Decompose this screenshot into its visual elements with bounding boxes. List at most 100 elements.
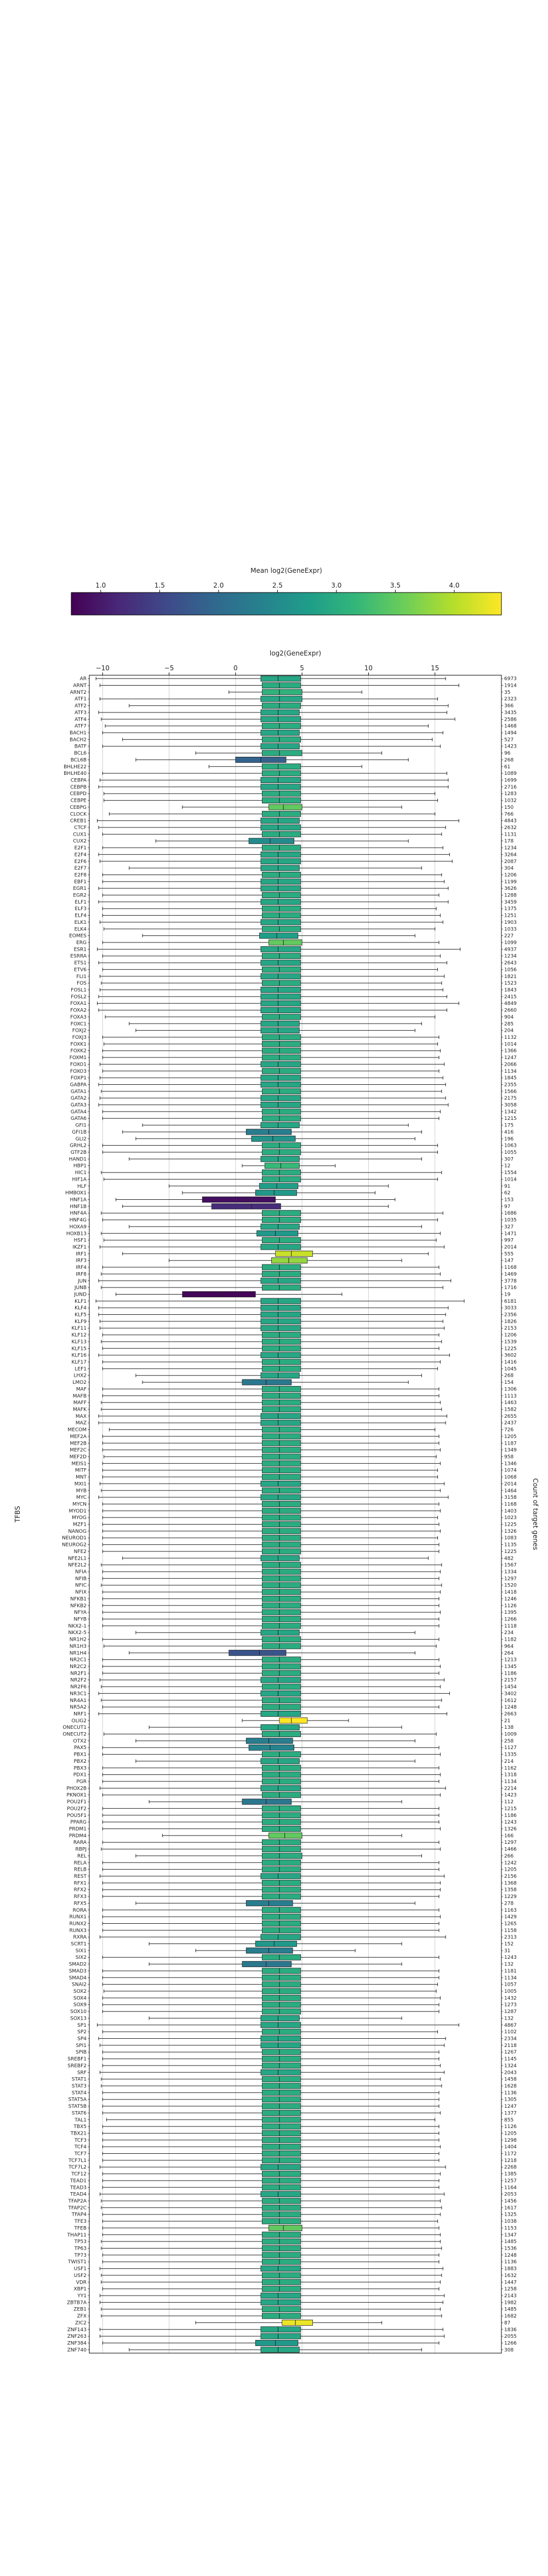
iqr-box [261, 1866, 301, 1873]
count-label: 1334 [504, 1569, 517, 1575]
box-CEBPG: CEBPG 150 [70, 804, 513, 810]
iqr-box [261, 1839, 301, 1845]
iqr-box [261, 1663, 301, 1670]
tf-label: LHX2 [73, 1373, 87, 1379]
tf-label: USF2 [74, 2273, 87, 2279]
box-POU5F1: POU5F1 1186 [67, 1812, 517, 1819]
box-FOXA2: FOXA2 2660 [70, 1007, 517, 1014]
iqr-box [260, 1724, 300, 1730]
colorbar-ticks: 1.0 1.5 2.0 2.5 3.0 3.5 4.0 [95, 582, 460, 593]
colorbar-tick-label: 1.5 [155, 582, 165, 589]
tf-label: GRHL2 [70, 1143, 87, 1149]
box-STAT1: STAT1 1458 [72, 2076, 517, 2083]
iqr-box [260, 1155, 300, 1162]
count-label: 1485 [504, 2307, 517, 2313]
box-TP73: TP73 1248 [74, 2252, 517, 2258]
count-label: 1520 [504, 1583, 517, 1589]
iqr-box [261, 2279, 301, 2285]
iqr-box [260, 885, 301, 892]
box-HBP1: HBP1 12 [73, 1163, 510, 1169]
count-label: 3602 [504, 1353, 517, 1359]
tf-label: VDR [76, 2280, 87, 2285]
count-label: 112 [504, 1799, 513, 1805]
tf-label: SREBF2 [67, 2063, 87, 2069]
iqr-box [261, 1609, 301, 1615]
box-ZNF143: ZNF143 1836 [67, 2326, 517, 2333]
box-FLI1: FLI1 1821 [76, 973, 517, 980]
tf-label: CLOCK [70, 812, 87, 817]
iqr-box [261, 736, 301, 743]
tf-label: KLF9 [75, 1319, 87, 1325]
tf-label: TEAD1 [70, 2178, 87, 2184]
count-label: 1385 [504, 2172, 517, 2177]
box-SRF: SRF 2043 [77, 2069, 517, 2075]
box-NR2F6: NR2F6 1454 [70, 1683, 517, 1690]
tf-label: SPIB [76, 2050, 87, 2055]
tf-label: MYC [76, 1495, 87, 1500]
count-label: 1102 [504, 2029, 517, 2035]
tf-label: BCL6 [74, 751, 87, 756]
box-JUND: JUND 19 [73, 1291, 511, 1297]
tf-label: FOXA2 [70, 1008, 87, 1014]
right-y-axis-title: Count of target genes [532, 1478, 539, 1550]
count-label: 1463 [504, 1400, 517, 1406]
iqr-box [260, 1629, 300, 1636]
count-label: 1632 [504, 2273, 517, 2279]
iqr-box [260, 2299, 301, 2305]
count-label: 1283 [504, 791, 517, 797]
tf-label: TCF7L2 [68, 2165, 87, 2170]
iqr-box [264, 1163, 300, 1169]
tf-label: NEUROG2 [62, 1543, 87, 1548]
iqr-box [261, 1636, 301, 1643]
box-ZFX: ZFX 1682 [77, 2313, 517, 2319]
box-GLI2: GLI2 196 [76, 1135, 513, 1142]
iqr-box [261, 763, 301, 770]
box-ONECUT2: ONECUT2 1009 [62, 1731, 517, 1738]
iqr-box [261, 1792, 301, 1798]
box-MYCN: MYCN 1168 [72, 1501, 517, 1507]
box-RUNX2: RUNX2 1265 [70, 1921, 517, 1927]
tf-label: RORA [73, 1908, 87, 1913]
iqr-box [260, 2347, 300, 2353]
count-label: 1168 [504, 1502, 517, 1507]
x-tick-label: 10 [364, 664, 373, 672]
count-label: 1242 [504, 1860, 517, 1866]
tf-label: FOXK1 [71, 1042, 87, 1047]
box-ONECUT1: ONECUT1 138 [62, 1724, 513, 1730]
box-RFX2: RFX2 1358 [74, 1887, 517, 1893]
iqr-box [261, 1954, 301, 1960]
count-label: 1035 [504, 1218, 517, 1223]
count-label: 1326 [504, 1529, 517, 1534]
count-label: 1033 [504, 927, 517, 932]
tf-label: E2F1 [75, 846, 87, 851]
count-label: 1032 [504, 798, 517, 804]
iqr-box [261, 1819, 301, 1825]
iqr-box [261, 872, 301, 878]
iqr-box [248, 1744, 294, 1751]
count-label: 2268 [504, 2165, 517, 2170]
iqr-box [269, 2224, 302, 2231]
box-REST: REST 2156 [74, 1873, 517, 1879]
count-label: 1335 [504, 1752, 517, 1758]
box-HSF1: HSF1 997 [74, 1237, 513, 1244]
tf-label: ARNT [73, 683, 87, 689]
iqr-box [261, 1643, 301, 1649]
box-OLIG2: OLIG2 21 [72, 1717, 510, 1724]
count-label: 266 [504, 1854, 513, 1859]
count-label: 132 [504, 2016, 513, 2021]
tf-label: ATF3 [75, 710, 87, 716]
tf-label: TCF3 [74, 2138, 87, 2143]
iqr-box [261, 1270, 301, 1277]
count-label: 31 [504, 1948, 510, 1954]
box-CUX2: CUX2 178 [73, 838, 513, 844]
tf-label: MYOD1 [68, 1509, 87, 1514]
box-TCF4: TCF4 1404 [74, 2143, 517, 2150]
iqr-box [261, 2258, 301, 2265]
iqr-box [261, 2245, 301, 2251]
tf-label: ZBTB7A [67, 2300, 87, 2305]
count-label: 3402 [504, 1691, 517, 1697]
iqr-box [260, 878, 301, 885]
count-label: 1404 [504, 2144, 517, 2150]
iqr-box [260, 784, 301, 790]
box-MYOD1: MYOD1 1403 [68, 1508, 517, 1514]
